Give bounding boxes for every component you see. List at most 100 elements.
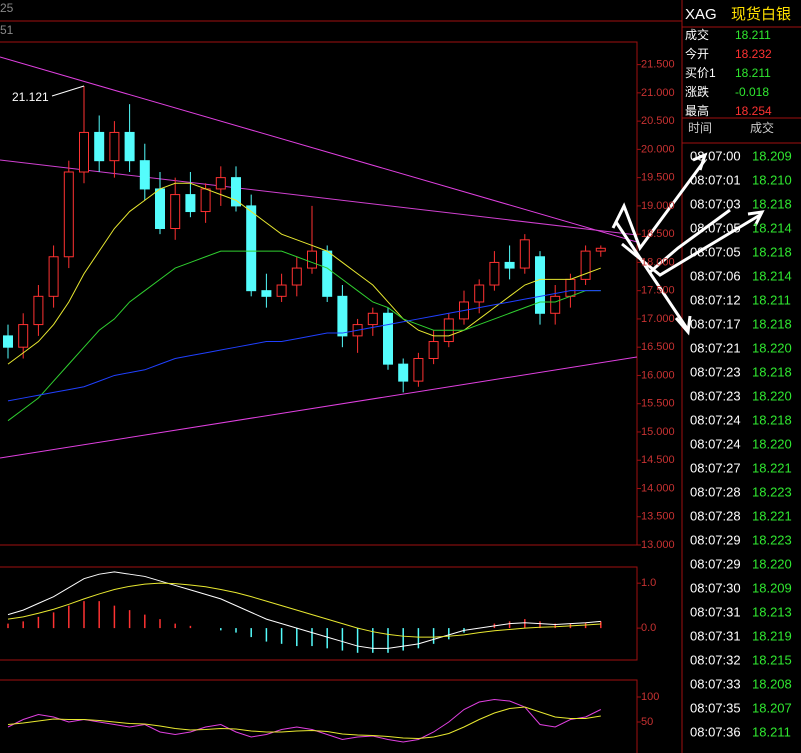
tick-price: 18.210 — [752, 172, 792, 187]
header: 时间 — [688, 121, 712, 135]
tick-time: 08:07:30 — [690, 580, 741, 595]
quote-value: 18.254 — [735, 104, 772, 118]
candle-body — [413, 357, 424, 382]
candle-body — [200, 188, 211, 213]
tick-price: 18.218 — [752, 244, 792, 259]
tick-time: 08:07:05 — [690, 244, 741, 259]
tick-price: 18.221 — [752, 460, 792, 475]
symbol-name: 现货白银 — [731, 6, 791, 23]
tick-price: 18.209 — [752, 580, 792, 595]
macd-frame — [0, 566, 638, 661]
tick-price: 18.220 — [752, 340, 792, 355]
quote-value: 18.211 — [735, 28, 771, 42]
tick-time: 08:07:06 — [690, 268, 741, 283]
y-tick-label: 20.000 — [641, 143, 675, 155]
tick-time: 08:07:35 — [690, 700, 741, 715]
candle-body — [18, 324, 29, 348]
tick-time: 08:07:23 — [690, 364, 741, 379]
candle-body — [170, 194, 181, 230]
candle-body — [215, 177, 226, 190]
quote-value: 18.232 — [735, 47, 772, 61]
tick-price: 18.209 — [752, 148, 792, 163]
tick-time: 08:07:12 — [690, 292, 741, 307]
tick-price: 18.218 — [752, 196, 792, 211]
candle-body — [535, 256, 545, 314]
symbol: XAG — [685, 6, 717, 23]
tick-time: 08:07:36 — [690, 724, 741, 739]
y-tick-label: 21.500 — [641, 59, 675, 71]
candle-body — [33, 295, 44, 326]
tick-time: 08:07:33 — [690, 676, 741, 691]
candle-body — [322, 250, 333, 297]
tick-time: 08:07:21 — [690, 340, 741, 355]
candle-body — [139, 160, 150, 190]
trend-line — [0, 56, 638, 243]
candle-body — [94, 131, 105, 162]
quote-label: 成交 — [685, 27, 709, 42]
y-tick-label: 13.500 — [641, 511, 675, 523]
tick-time: 08:07:27 — [690, 460, 741, 475]
tick-price: 18.214 — [752, 268, 792, 283]
tick-time: 08:07:24 — [690, 436, 741, 451]
tick-price: 18.223 — [752, 532, 792, 547]
candle-body — [124, 131, 135, 162]
quote-label: 今开 — [685, 46, 709, 61]
tick-price: 18.220 — [752, 436, 792, 451]
indicator-line — [7, 182, 601, 365]
candle-body — [337, 295, 348, 337]
y-tick-label: 16.000 — [641, 369, 675, 381]
y-tick-label: 16.500 — [641, 341, 675, 353]
candle-body — [595, 247, 606, 252]
candle-body — [474, 284, 485, 303]
tick-price: 18.221 — [752, 508, 792, 523]
indicator-line — [7, 571, 601, 649]
candle-body — [231, 177, 241, 207]
annotation-arrows — [611, 152, 765, 336]
tick-time: 08:07:29 — [690, 532, 741, 547]
tick-price: 18.218 — [752, 364, 792, 379]
y-tick-label: 13.000 — [641, 539, 675, 551]
candle-body — [261, 290, 272, 297]
quote-label: 涨跌 — [685, 84, 709, 99]
candle-body — [519, 239, 530, 269]
candle-body — [504, 261, 515, 269]
candle-body — [307, 250, 317, 269]
candle-body — [398, 363, 409, 382]
tick-price: 18.208 — [752, 676, 792, 691]
y-tick-label: 18.500 — [641, 228, 675, 240]
tick-price: 18.219 — [752, 628, 792, 643]
candle-body — [79, 131, 89, 173]
kdj-frame — [0, 679, 638, 753]
y-tick-label: 17.500 — [641, 285, 675, 297]
y-tick-label: 14.000 — [641, 482, 675, 494]
indicator-line — [7, 250, 601, 422]
y-tick-label: 14.500 — [641, 454, 675, 466]
tick-time: 08:07:31 — [690, 604, 741, 619]
y-tick-label: 0.0 — [641, 622, 656, 634]
max-leader — [51, 85, 85, 97]
y-tick-label: 17.000 — [641, 313, 675, 325]
tick-price: 18.207 — [752, 700, 792, 715]
trend-line — [0, 159, 638, 236]
tick-time: 08:07:03 — [690, 196, 741, 211]
tick-time: 08:07:05 — [690, 220, 741, 235]
top-label: 51 — [0, 23, 14, 37]
tick-time: 08:07:31 — [690, 628, 741, 643]
y-tick-label: 100 — [641, 691, 659, 703]
tick-price: 18.215 — [752, 652, 792, 667]
quote-value: -0.018 — [735, 85, 769, 99]
tick-time: 08:07:32 — [690, 652, 741, 667]
candle-body — [565, 278, 576, 297]
candle-body — [367, 312, 378, 326]
candle-body — [109, 131, 120, 162]
tick-time: 08:07:24 — [690, 412, 741, 427]
candle-body — [550, 295, 561, 314]
y-tick-label: 1.0 — [641, 577, 656, 589]
trend-line — [0, 356, 638, 459]
top-label: 25 — [0, 1, 14, 15]
candle-body — [383, 312, 393, 365]
y-tick-label: 15.000 — [641, 426, 675, 438]
candle-body — [276, 284, 287, 297]
candle-body — [580, 250, 591, 280]
